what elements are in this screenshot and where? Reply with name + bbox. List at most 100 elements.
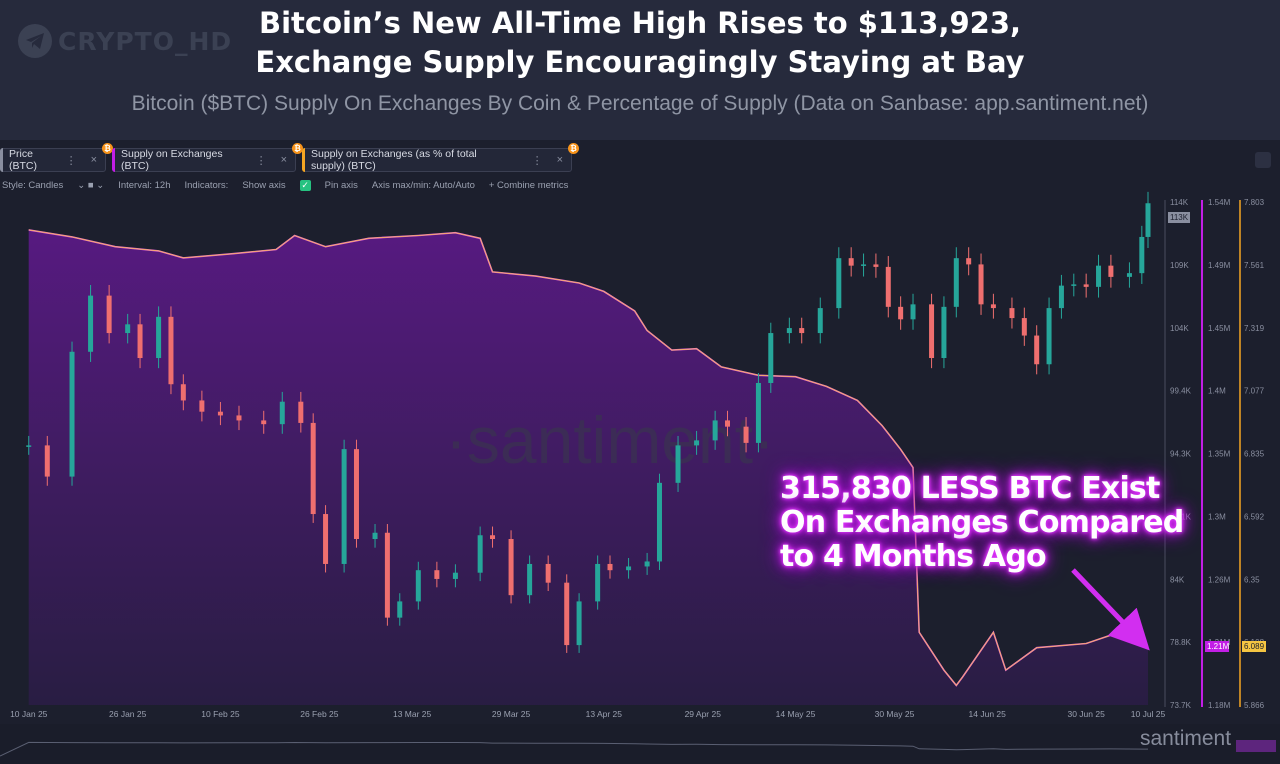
candle [69, 351, 75, 477]
candle [1096, 265, 1102, 287]
show-axis-toggle[interactable]: Show axis [242, 180, 286, 191]
candle [545, 563, 551, 583]
supply-tick-label: 1.3M [1208, 512, 1226, 521]
supply-percent-line [28, 229, 1149, 687]
candle [44, 445, 50, 477]
candle [768, 333, 774, 383]
title-line-1: Bitcoin’s New All-Time High Rises to $11… [258, 6, 1022, 40]
x-tick-label: 14 Jun 25 [969, 709, 1007, 719]
annotation-line-1: 315,830 LESS BTC Exist [780, 471, 1160, 506]
supply-tick-label: 1.35M [1208, 450, 1231, 459]
candle [477, 535, 483, 573]
candle [261, 420, 267, 425]
more-icon[interactable]: ⋮ [255, 154, 267, 167]
candle [156, 316, 162, 359]
candle [656, 482, 662, 562]
percent-tick-label: 6.835 [1244, 450, 1265, 459]
navigator-line [0, 741, 1149, 757]
candle [941, 306, 947, 359]
supply-tick-label: 1.54M [1208, 198, 1231, 207]
candle [576, 601, 582, 646]
close-icon[interactable]: × [90, 154, 97, 166]
supply-tick-label: 1.4M [1208, 387, 1226, 396]
checkbox-checked-icon[interactable]: ✓ [299, 180, 311, 191]
price-current-label: 113K [1170, 213, 1189, 222]
tab-price-label: Price (BTC) [9, 148, 37, 172]
percent-current-badge [1242, 641, 1266, 652]
candle [836, 258, 842, 309]
candle [799, 328, 805, 334]
candle [1021, 318, 1027, 336]
annotation-line-3: to 4 Months Ago [780, 539, 1047, 574]
candle [180, 384, 186, 401]
candle [910, 304, 916, 320]
pin-axis-toggle[interactable]: Pin axis [324, 180, 358, 191]
candle [415, 570, 421, 602]
percent-tick-label: 6.592 [1244, 512, 1265, 521]
x-tick-label: 30 Jun 25 [1067, 709, 1105, 719]
candle [990, 304, 996, 309]
supply-tick-label: 1.49M [1208, 261, 1231, 270]
subtitle: Bitcoin ($BTC) Supply On Exchanges By Co… [131, 92, 1149, 115]
candle [1034, 335, 1040, 365]
candle [384, 532, 390, 618]
bitcoin-icon: ₿ [292, 143, 303, 154]
candle [1108, 265, 1114, 277]
candle [817, 308, 823, 334]
x-tick-label: 14 May 25 [776, 709, 816, 719]
x-tick-label: 30 May 25 [875, 709, 915, 719]
tab-supply-on-exchanges[interactable]: Supply on Exchanges (BTC) ⋮ × ₿ [112, 143, 303, 172]
candle [885, 266, 891, 307]
candle [1046, 308, 1052, 365]
candle [310, 422, 316, 515]
axis-minmax-select[interactable]: Axis max/min: Auto/Auto [371, 180, 475, 191]
settings-icon[interactable] [1255, 152, 1271, 168]
close-icon[interactable]: × [556, 154, 563, 166]
interval-select[interactable]: Interval: 12h [118, 180, 171, 191]
combine-metrics-button[interactable]: + Combine metrics [488, 180, 569, 191]
supply-tick-label: 1.18M [1208, 701, 1231, 710]
candle [397, 601, 403, 618]
candle [595, 563, 601, 602]
annotation-arrow [1071, 568, 1150, 651]
more-icon[interactable]: ⋮ [65, 154, 77, 167]
brand-watermark: CRYPTO_HD [18, 24, 232, 58]
candle [786, 328, 792, 334]
indicators-select[interactable]: Indicators: [184, 180, 229, 191]
price-tick-label: 114K [1170, 198, 1189, 207]
x-tick-label: 29 Apr 25 [685, 709, 722, 719]
price-tick-label: 84K [1170, 575, 1185, 584]
candle [929, 304, 935, 359]
style-select[interactable]: Style: Candles [2, 180, 64, 191]
tab-supply-label: Supply on Exchanges (BTC) [121, 148, 223, 172]
candle [725, 420, 731, 427]
x-tick-label: 13 Apr 25 [586, 709, 623, 719]
candle [953, 258, 959, 307]
supply-current-label: 1.21M [1207, 642, 1230, 651]
percent-tick-label: 5.866 [1244, 701, 1265, 710]
price-tick-label: 104K [1170, 324, 1189, 333]
tab-price[interactable]: Price (BTC) ⋮ × ₿ [0, 143, 113, 172]
candle [106, 295, 112, 334]
more-icon[interactable]: ⋮ [531, 154, 543, 167]
price-tick-label: 94.3K [1170, 450, 1192, 459]
candle [966, 258, 972, 265]
percent-tick-label: 7.319 [1244, 324, 1265, 333]
chart-toolbar: Style: Candles ⌄ ■ ⌄ Interval: 12h Indic… [2, 180, 568, 191]
tab-supply-percent[interactable]: Supply on Exchanges (as % of total suppl… [302, 143, 579, 172]
candle [743, 426, 749, 443]
candle [978, 264, 984, 305]
candle [1139, 236, 1145, 274]
x-tick-label: 26 Feb 25 [300, 709, 339, 719]
chevron-down-icon[interactable]: ⌄ ■ ⌄ [77, 180, 105, 191]
navigator-handle [1236, 740, 1276, 752]
price-tick-label: 73.7K [1170, 701, 1192, 710]
price-tick-label: 109K [1170, 261, 1189, 270]
close-icon[interactable]: × [280, 154, 287, 166]
candle [88, 295, 94, 352]
candle [712, 420, 718, 441]
x-tick-label: 10 Jul 25 [1131, 709, 1166, 719]
candle [1071, 284, 1077, 286]
candle [217, 411, 223, 416]
